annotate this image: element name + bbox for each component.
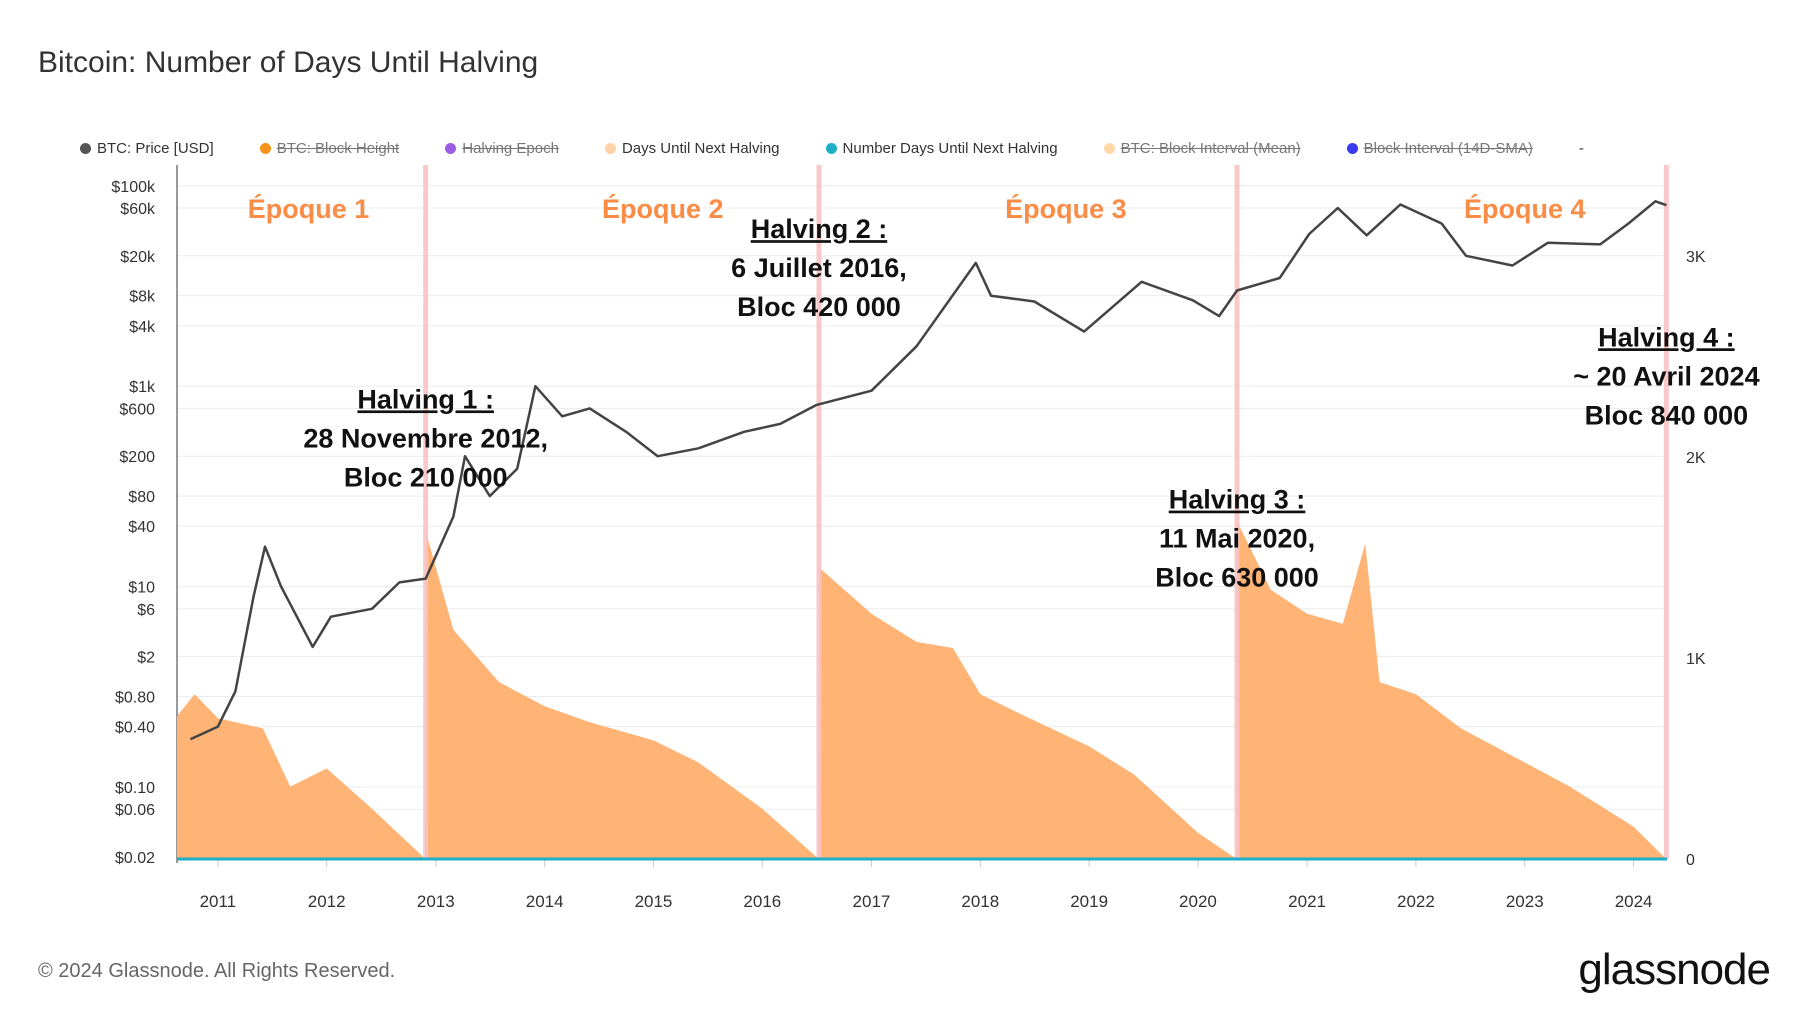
x-tick-label: 2014 [526, 892, 564, 911]
btc-price-line [189, 200, 1667, 741]
y-left-tick-label: $10 [128, 580, 155, 597]
y-left-tick-label: $4k [129, 319, 156, 336]
x-tick-label: 2013 [417, 892, 455, 911]
x-tick-label: 2011 [200, 892, 237, 911]
x-tick-label: 2015 [635, 892, 673, 911]
legend-item[interactable]: BTC: Block Height [259, 140, 400, 157]
epoch-label: Époque 3 [1005, 193, 1127, 224]
legend-label: Number Days Until Next Halving [842, 140, 1058, 157]
legend-dot-icon [604, 143, 616, 154]
x-tick-label: 2022 [1397, 892, 1435, 911]
halving-date: 11 Mai 2020, [1159, 524, 1315, 554]
x-tick-label: 2023 [1506, 892, 1544, 911]
halving-block: Bloc 420 000 [737, 292, 901, 322]
legend-label: BTC: Block Height [276, 140, 400, 157]
legend-item[interactable]: Halving Epoch [445, 140, 559, 157]
x-tick-label: 2020 [1179, 892, 1217, 911]
legend: BTC: Price [USD] BTC: Block Height Halving… [80, 140, 1630, 157]
y-right-tick-label: 1K [1686, 651, 1706, 668]
copyright: © 2024 Glassnode. All Rights Reserved. [38, 960, 396, 982]
y-left-tick-label: $6 [137, 602, 155, 619]
y-right-tick-label: 0 [1686, 852, 1695, 869]
legend-label: Days Until Next Halving [621, 140, 780, 157]
x-tick-label: 2019 [1070, 892, 1108, 911]
legend-dot-icon [1103, 143, 1115, 154]
x-tick-label: 2017 [853, 892, 891, 911]
y-left-tick-label: $200 [119, 449, 155, 466]
chart-title: Bitcoin: Number of Days Until Halving [38, 46, 539, 79]
y-left-tick-label: $600 [119, 401, 155, 418]
epoch-label: Époque 1 [248, 193, 370, 224]
legend-item[interactable]: BTC: Price [USD] [80, 140, 214, 157]
epoch-label: Époque 4 [1464, 193, 1586, 224]
epoch-label: Époque 2 [602, 193, 724, 224]
legend-more[interactable]: - [1578, 140, 1584, 157]
y-right-tick-label: 3K [1686, 249, 1706, 266]
halving-title: Halving 4 : [1598, 322, 1735, 352]
halving-annotation: Halving 4 : ~ 20 Avril 2024 Bloc 840 000 [1573, 322, 1759, 430]
y-left-tick-label: $0.02 [115, 850, 155, 867]
y-left-tick-label: $1k [129, 379, 156, 396]
days-until-halving-area [177, 521, 1667, 859]
legend-item[interactable]: BTC: Block Interval (Mean) [1103, 140, 1301, 157]
y-left-tick-label: $0.80 [115, 689, 155, 706]
legend-item[interactable]: Block Interval (14D-SMA) [1346, 140, 1533, 157]
legend-label: BTC: Block Interval (Mean) [1120, 140, 1301, 157]
y-right-tick-label: 2K [1686, 450, 1706, 467]
legend-label: BTC: Price [USD] [97, 140, 214, 157]
y-left-tick-label: $20k [120, 249, 156, 266]
legend-label: Halving Epoch [462, 140, 559, 157]
halving-title: Halving 2 : [751, 214, 888, 244]
legend-dot-icon [825, 143, 837, 154]
legend-item[interactable]: Number Days Until Next Halving [825, 140, 1058, 157]
halving-date: ~ 20 Avril 2024 [1573, 361, 1759, 391]
legend-dot-icon [445, 143, 457, 154]
y-left-tick-label: $2 [137, 650, 155, 667]
legend-dot-icon [1346, 143, 1358, 154]
halving-annotation: Halving 2 : 6 Juillet 2016, Bloc 420 000 [731, 214, 907, 322]
y-left-tick-label: $0.06 [115, 802, 155, 819]
y-left-tick-label: $80 [128, 489, 155, 506]
x-tick-label: 2018 [961, 892, 999, 911]
x-tick-label: 2021 [1288, 892, 1326, 911]
halving-title: Halving 1 : [357, 384, 494, 414]
halving-block: Bloc 840 000 [1585, 400, 1749, 430]
halving-date: 28 Novembre 2012, [303, 423, 548, 453]
x-tick-label: 2016 [743, 892, 781, 911]
y-left-tick-label: $40 [128, 519, 155, 536]
x-tick-label: 2012 [308, 892, 346, 911]
legend-item[interactable]: Days Until Next Halving [604, 140, 780, 157]
glassnode-logo: glassnode [1578, 945, 1771, 994]
legend-dot-icon [80, 143, 91, 154]
halving-block: Bloc 210 000 [344, 462, 508, 492]
halving-block: Bloc 630 000 [1155, 563, 1319, 593]
y-left-tick-label: $60k [120, 201, 156, 218]
y-left-tick-label: $100k [111, 179, 156, 196]
y-left-tick-label: $0.40 [115, 720, 155, 737]
halving-annotation: Halving 1 : 28 Novembre 2012, Bloc 210 000 [303, 384, 548, 492]
legend-dot-icon [259, 143, 271, 154]
x-tick-label: 2024 [1615, 892, 1653, 911]
halving-annotation: Halving 3 : 11 Mai 2020, Bloc 630 000 [1155, 485, 1319, 593]
halving-date: 6 Juillet 2016, [731, 253, 907, 283]
y-left-tick-label: $8k [129, 289, 156, 306]
y-left-tick-label: $0.10 [115, 780, 155, 797]
legend-label: Block Interval (14D-SMA) [1363, 140, 1533, 157]
halving-title: Halving 3 : [1169, 485, 1306, 515]
